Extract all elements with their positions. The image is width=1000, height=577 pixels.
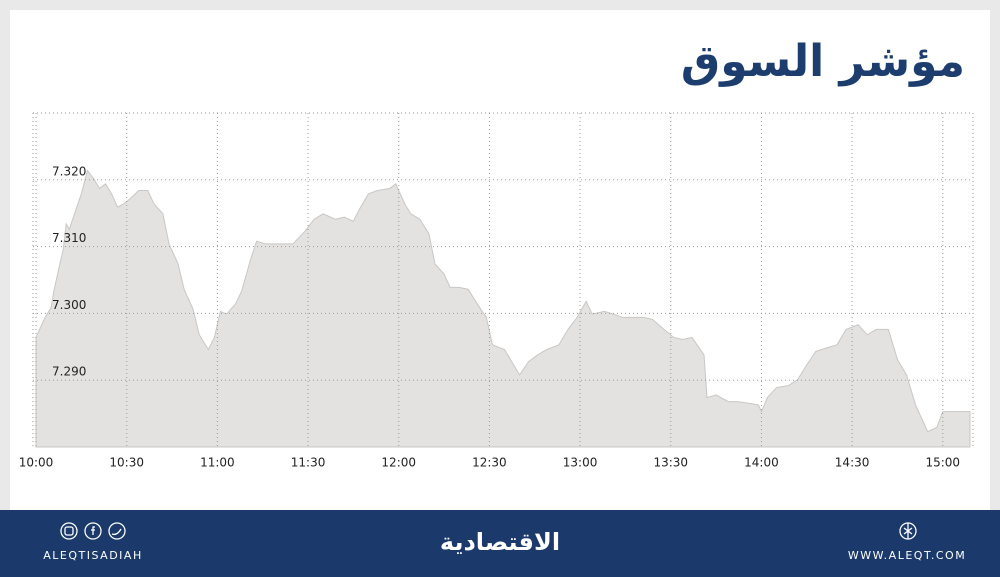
- footer-handle: ALEQTISADIAH: [43, 549, 142, 562]
- footer-website: WWW.ALEQT.COM: [848, 549, 966, 562]
- x-tick-label: 10:00: [19, 456, 54, 470]
- instagram-icon: [60, 522, 78, 540]
- x-tick-label: 15:00: [925, 456, 960, 470]
- y-tick-label: 7.290: [52, 365, 86, 379]
- x-tick-label: 10:30: [109, 456, 144, 470]
- plot: 7.290 7.300 7.310 7.320 10:00 10:30 11:00 11:30…: [19, 113, 973, 470]
- footer-band: [0, 510, 1000, 577]
- twitter-glyph: [111, 528, 122, 536]
- x-tick-label: 12:00: [381, 456, 416, 470]
- y-tick-label: 7.310: [52, 231, 86, 245]
- y-tick-label: 7.320: [52, 164, 86, 178]
- x-tick-label: 13:30: [653, 456, 688, 470]
- x-tick-label: 11:00: [200, 456, 235, 470]
- y-tick-label: 7.300: [52, 298, 86, 312]
- footer-logo: الاقتصادية: [440, 528, 560, 556]
- x-tick-label: 14:00: [744, 456, 779, 470]
- web-glyph: [903, 523, 913, 539]
- instagram-glyph: [64, 526, 74, 536]
- facebook-icon: [84, 522, 102, 540]
- x-tick-label: 11:30: [291, 456, 326, 470]
- facebook-glyph: [91, 526, 95, 535]
- social-icons: [60, 522, 917, 540]
- x-tick-label: 14:30: [835, 456, 870, 470]
- x-tick-label: 12:30: [472, 456, 507, 470]
- x-tick-label: 13:00: [563, 456, 598, 470]
- twitter-icon: [108, 522, 126, 540]
- area: [35, 169, 971, 448]
- chart-title: مؤشر السوق: [681, 36, 965, 87]
